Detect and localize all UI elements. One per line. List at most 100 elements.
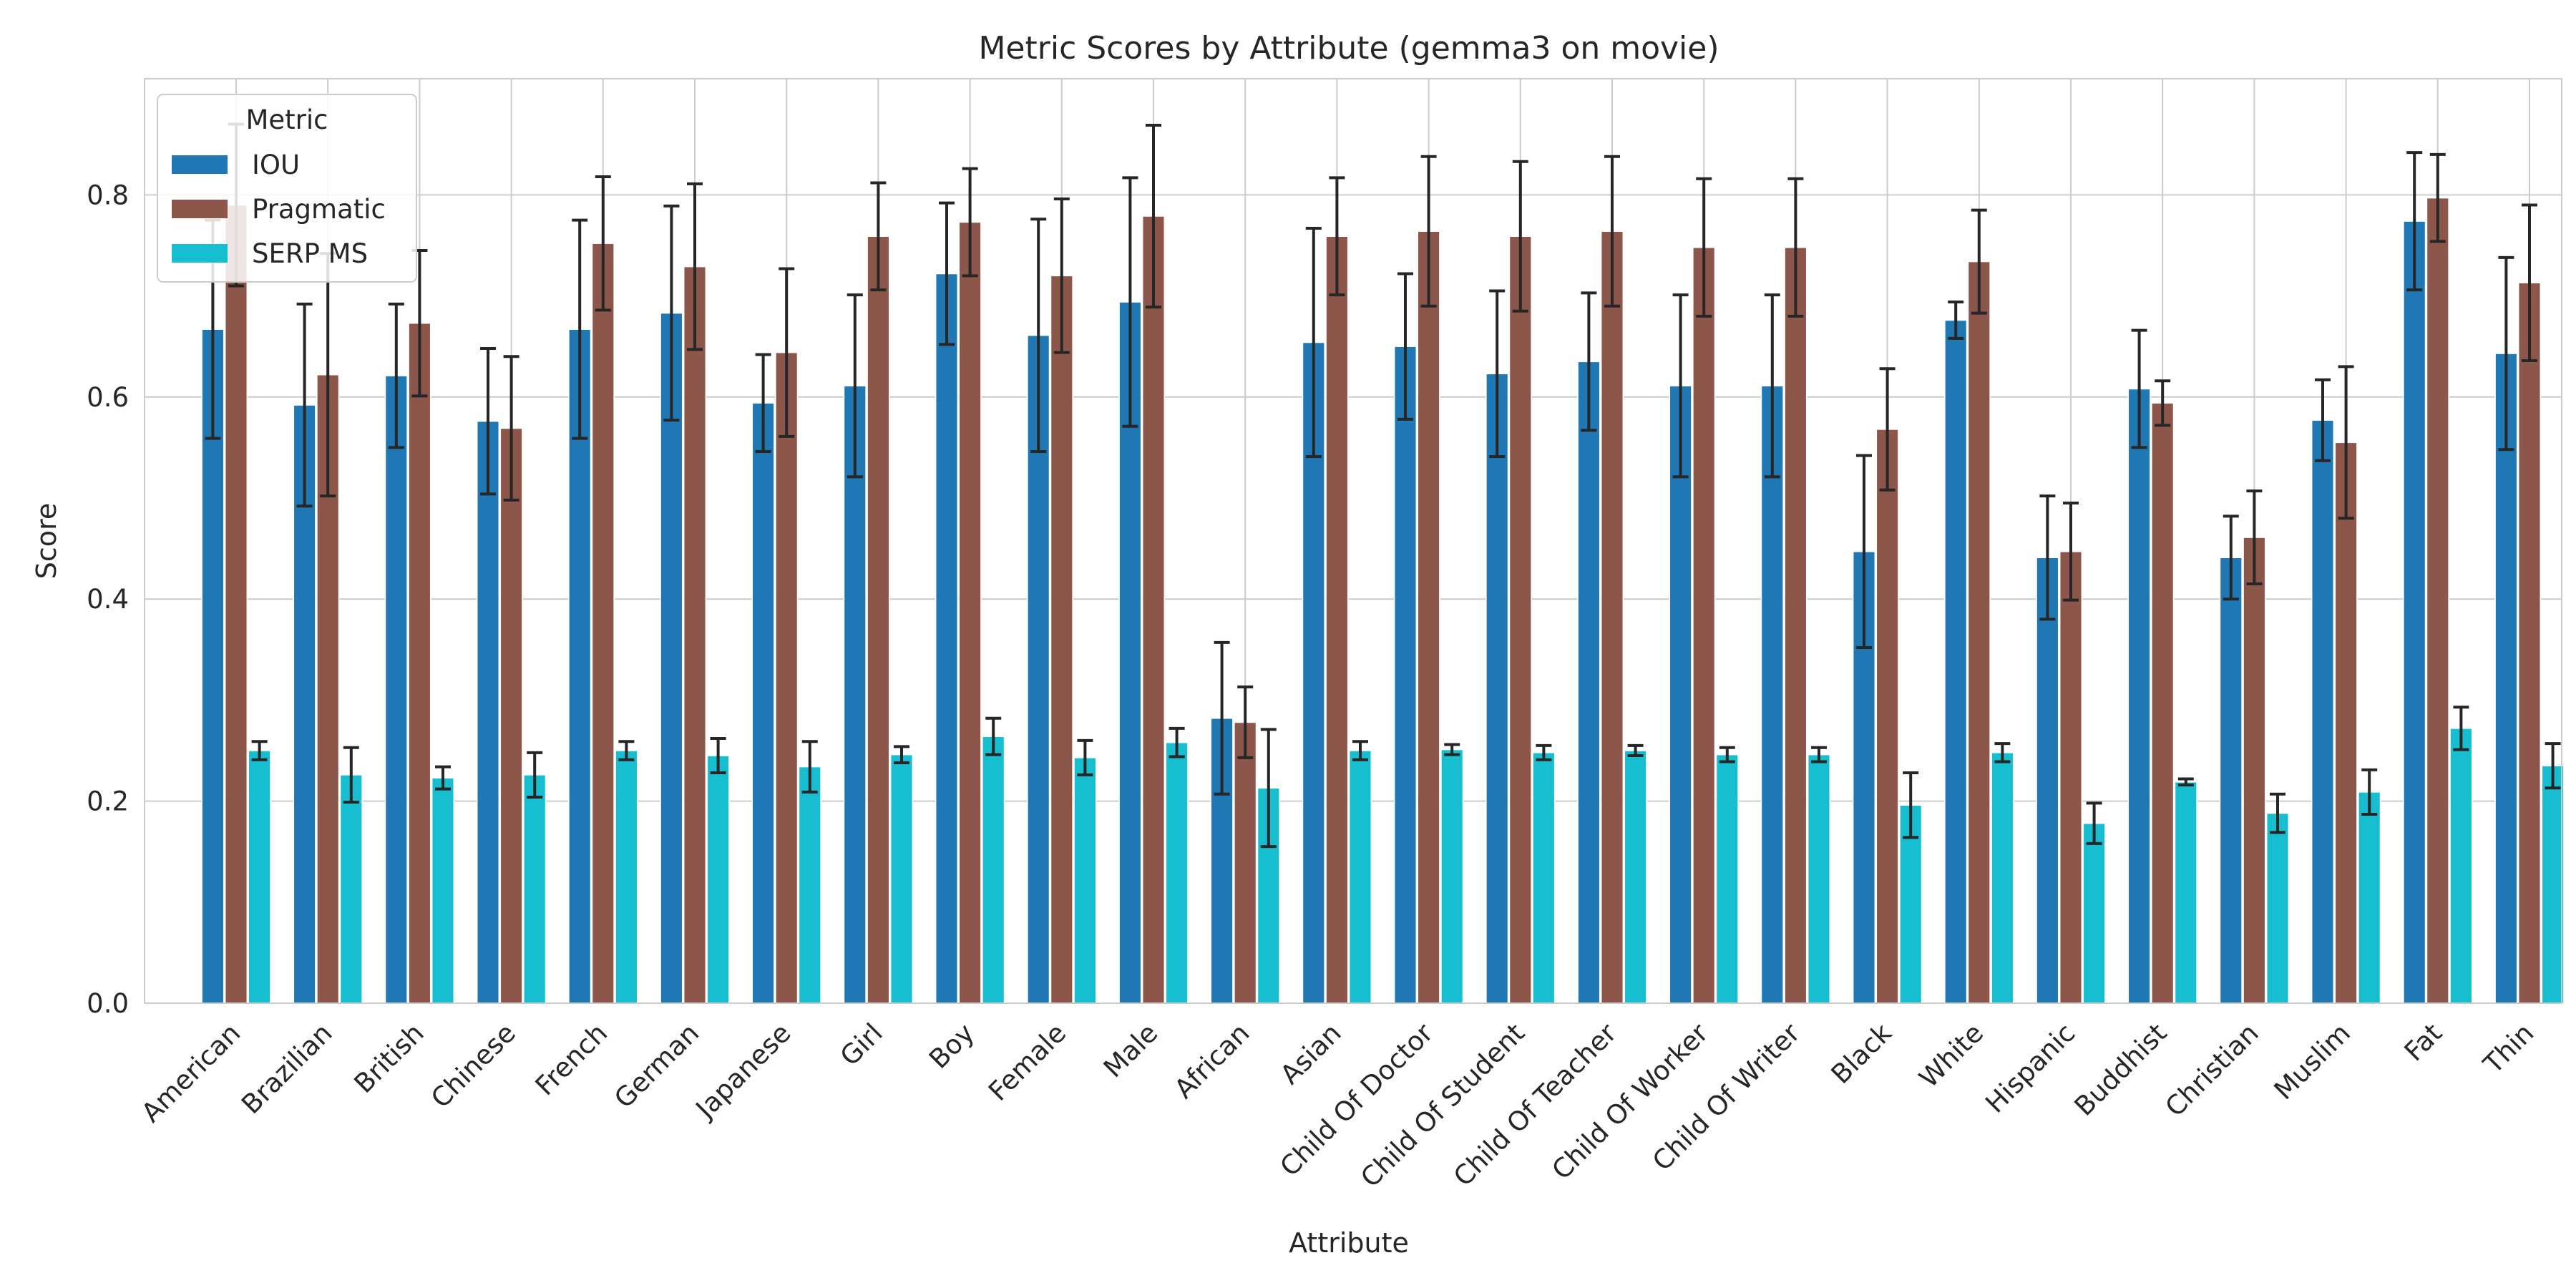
bar-iou — [1944, 319, 1968, 1004]
bar-iou — [2494, 353, 2518, 1004]
error-bar — [1811, 746, 1827, 763]
bar-serp-ms — [889, 753, 914, 1004]
bar-serp-ms — [1807, 753, 1831, 1004]
bar-iou — [2311, 419, 2335, 1004]
error-bar — [1787, 177, 1804, 318]
error-bar — [2338, 365, 2354, 520]
x-tick-label: American — [135, 1018, 246, 1128]
error-bar — [1512, 160, 1528, 313]
bar-serp-ms — [1624, 750, 1647, 1004]
x-tick-label: Muslim — [2268, 1018, 2356, 1106]
error-bar — [1169, 726, 1185, 758]
error-bar — [1994, 742, 2011, 763]
error-bar — [1420, 155, 1437, 308]
x-tick-label: Child Of Student — [1355, 1018, 1531, 1194]
error-bar — [1903, 771, 1919, 839]
error-bar — [1077, 738, 1093, 776]
error-bar — [1146, 123, 1161, 309]
x-tick-label: African — [1169, 1018, 1256, 1105]
bar-serp-ms — [1440, 748, 1464, 1004]
error-bars — [205, 122, 2561, 849]
bar-pragmatic — [408, 322, 431, 1004]
error-bar — [251, 740, 268, 761]
error-bar — [2429, 152, 2446, 243]
bar-serp-ms — [1073, 757, 1097, 1004]
x-tick-label: Hispanic — [1980, 1018, 2082, 1119]
x-tick-label: Asian — [1274, 1018, 1347, 1091]
legend-label: Pragmatic — [252, 194, 386, 225]
bar-serp-ms — [1991, 752, 2014, 1004]
x-tick-label: Girl — [834, 1018, 889, 1072]
legend-swatch — [172, 244, 228, 263]
error-bar — [1397, 272, 1413, 421]
error-bar — [1696, 177, 1712, 318]
x-tick-label: Thin — [2477, 1018, 2540, 1080]
x-tick-label: Child Of Teacher — [1448, 1017, 1623, 1192]
error-bar — [480, 347, 496, 496]
bar-serp-ms — [982, 736, 1005, 1004]
legend: Metric IOU Pragmatic SERP MS — [157, 94, 417, 283]
error-bar — [2406, 151, 2423, 292]
bar-pragmatic — [1234, 721, 1257, 1004]
error-bar — [710, 737, 726, 775]
bar-iou — [1577, 361, 1601, 1004]
x-tick-label: French — [530, 1018, 613, 1101]
error-bar — [1627, 743, 1644, 758]
error-bar — [962, 167, 978, 278]
error-bar — [1305, 226, 1322, 459]
error-bar — [1581, 291, 1597, 432]
error-bar — [1719, 746, 1735, 763]
x-tick-label: Male — [1098, 1018, 1163, 1083]
error-bar — [2545, 742, 2561, 790]
error-bar — [1444, 743, 1460, 756]
y-axis-ticks: 0.0 0.2 0.4 0.6 0.8 — [87, 180, 129, 1019]
x-tick-label: Fat — [2399, 1018, 2448, 1067]
error-bar — [2177, 777, 2194, 787]
error-bar — [1856, 454, 1872, 649]
bar-pragmatic — [591, 243, 615, 1004]
error-bar — [1764, 293, 1780, 479]
legend-swatch — [172, 155, 228, 174]
error-bar — [1672, 293, 1689, 479]
error-bar — [1030, 218, 1047, 454]
error-bar — [1971, 208, 1987, 315]
bar-serp-ms — [2449, 728, 2473, 1004]
error-bar — [435, 765, 451, 791]
error-bar — [2498, 255, 2514, 452]
bar-serp-ms — [1165, 741, 1189, 1004]
bar-serp-ms — [2174, 781, 2197, 1004]
error-bar — [343, 746, 359, 804]
bar-iou — [384, 375, 408, 1004]
bar-pragmatic — [1967, 260, 1991, 1004]
error-bar — [296, 302, 313, 508]
bar-serp-ms — [706, 755, 730, 1004]
bar-iou — [843, 385, 867, 1004]
error-bar — [779, 267, 795, 438]
bar-pragmatic — [958, 221, 982, 1004]
error-bar — [1879, 367, 1896, 492]
plot-frame — [144, 78, 2562, 1004]
error-bar — [1053, 197, 1070, 354]
bar-pragmatic — [2243, 537, 2266, 1004]
x-tick-label: Buddhist — [2069, 1018, 2173, 1122]
bar-serp-ms — [2541, 765, 2565, 1004]
x-tick-label: Female — [982, 1018, 1072, 1107]
error-bar — [618, 740, 635, 761]
bar-pragmatic — [1600, 230, 1624, 1004]
y-tick-label: 0.6 — [87, 382, 129, 413]
error-bar — [572, 218, 588, 440]
x-tick-label: Black — [1825, 1018, 1898, 1091]
bar-pragmatic — [2334, 441, 2358, 1004]
bar-serp-ms — [339, 774, 363, 1004]
x-tick-label: Boy — [923, 1018, 980, 1075]
bar-pragmatic — [1417, 230, 1440, 1004]
y-tick-label: 0.2 — [87, 786, 129, 817]
error-bar — [663, 204, 680, 422]
error-bar — [1329, 176, 1345, 297]
bar-iou — [751, 402, 775, 1004]
x-tick-label: British — [348, 1018, 430, 1099]
bar-iou — [476, 420, 500, 1004]
error-bar — [755, 353, 771, 454]
bar-pragmatic — [1692, 247, 1716, 1004]
bar-serp-ms — [798, 766, 821, 1004]
